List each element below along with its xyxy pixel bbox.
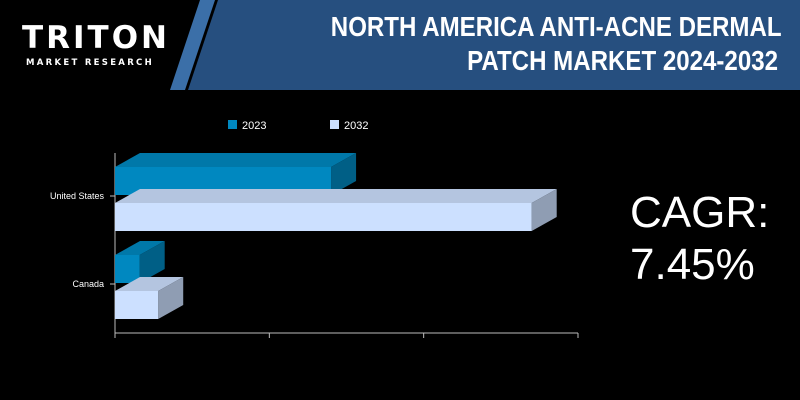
title-line-2: PATCH MARKET 2024-2032: [467, 45, 778, 76]
bar-2032: [115, 291, 159, 319]
page-title: NORTH AMERICA ANTI-ACNE DERMAL PATCH MAR…: [330, 10, 782, 78]
legend-label: 2023: [242, 120, 266, 132]
legend-label: 2032: [344, 120, 368, 132]
banner-panel: [188, 0, 800, 90]
company-logo: TRITON MARKET RESEARCH: [22, 20, 172, 70]
header-banner: [0, 0, 800, 90]
category-label: Canada: [72, 279, 104, 289]
bar-top-face: [115, 189, 557, 203]
bar-side-face: [139, 241, 165, 283]
cagr-callout: CAGR: 7.45%: [630, 188, 769, 292]
legend-swatch: [228, 120, 237, 129]
bar-top-face: [115, 153, 357, 167]
logo-name: TRITON: [22, 20, 170, 56]
bar-top-face: [115, 241, 165, 255]
bar-side-face: [531, 189, 557, 231]
title-line-1: NORTH AMERICA ANTI-ACNE DERMAL: [330, 11, 782, 42]
banner-accent: [170, 0, 215, 90]
bar-2032: [115, 203, 532, 231]
bar-2023: [115, 255, 140, 283]
bar-side-face: [331, 153, 357, 195]
logo-subtitle: MARKET RESEARCH: [26, 58, 154, 68]
bar-top-face: [115, 277, 184, 291]
cagr-value: 7.45%: [630, 240, 755, 289]
bar-side-face: [158, 277, 184, 319]
legend-swatch: [330, 120, 339, 129]
cagr-label: CAGR:: [630, 188, 770, 237]
category-label: United States: [50, 191, 105, 201]
